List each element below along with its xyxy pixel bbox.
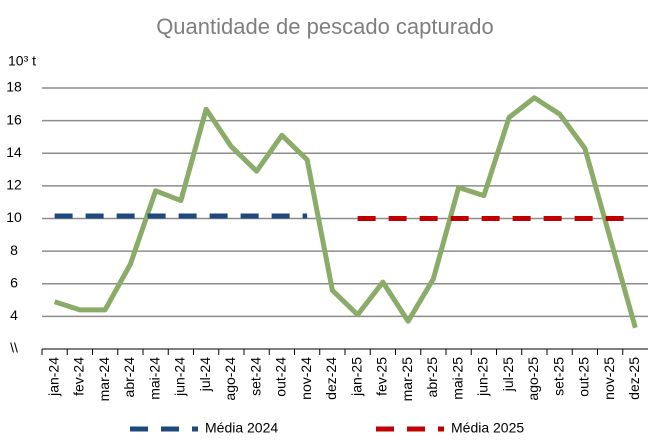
- x-tick-label: jan-24: [45, 357, 61, 397]
- x-tick-label: set-24: [247, 357, 263, 396]
- x-tick-label: mai-25: [449, 357, 465, 400]
- x-tick-label: nov-24: [298, 357, 314, 400]
- y-tick-label: \\: [10, 340, 18, 356]
- data-line: [53, 95, 638, 329]
- x-tick-label: ago-25: [525, 357, 541, 401]
- x-tick-label: abr-24: [121, 357, 137, 398]
- x-tick-label: jun-24: [172, 357, 188, 397]
- x-tick-label: nov-25: [601, 357, 617, 400]
- x-tick-label: ago-24: [222, 357, 238, 401]
- x-tick-label: set-25: [550, 357, 566, 396]
- y-tick-label: 4: [10, 307, 18, 323]
- x-tick-label: jul-24: [197, 357, 213, 392]
- x-tick-label: mar-24: [96, 357, 112, 402]
- y-tick-label: 8: [10, 242, 18, 258]
- x-tick-label: mar-25: [399, 357, 415, 402]
- y-tick-label: 14: [6, 144, 22, 160]
- chart-title: Quantidade de pescado capturado: [156, 14, 494, 39]
- x-tick-label: dez-24: [323, 357, 339, 400]
- y-tick-label: 6: [10, 274, 18, 290]
- x-tick-label: jun-25: [475, 357, 491, 397]
- x-tick-label: fev-24: [71, 357, 87, 396]
- legend-label: Média 2025: [451, 420, 524, 436]
- x-tick-label: out-25: [576, 357, 592, 397]
- y-tick-label: 12: [6, 177, 22, 193]
- legend-label: Média 2024: [205, 420, 278, 436]
- y-tick-label: 18: [6, 79, 22, 95]
- x-tick-label: fev-25: [374, 357, 390, 396]
- y-axis-label: 10³ t: [8, 53, 36, 69]
- x-tick-label: mai-24: [146, 357, 162, 400]
- y-tick-label: 10: [6, 209, 22, 225]
- x-tick-label: abr-25: [424, 357, 440, 398]
- x-tick-label: dez-25: [626, 357, 642, 400]
- x-tick-label: jul-25: [500, 357, 516, 392]
- x-tick-label: out-24: [273, 357, 289, 397]
- x-tick-label: jan-25: [348, 357, 364, 397]
- y-tick-label: 16: [6, 111, 22, 127]
